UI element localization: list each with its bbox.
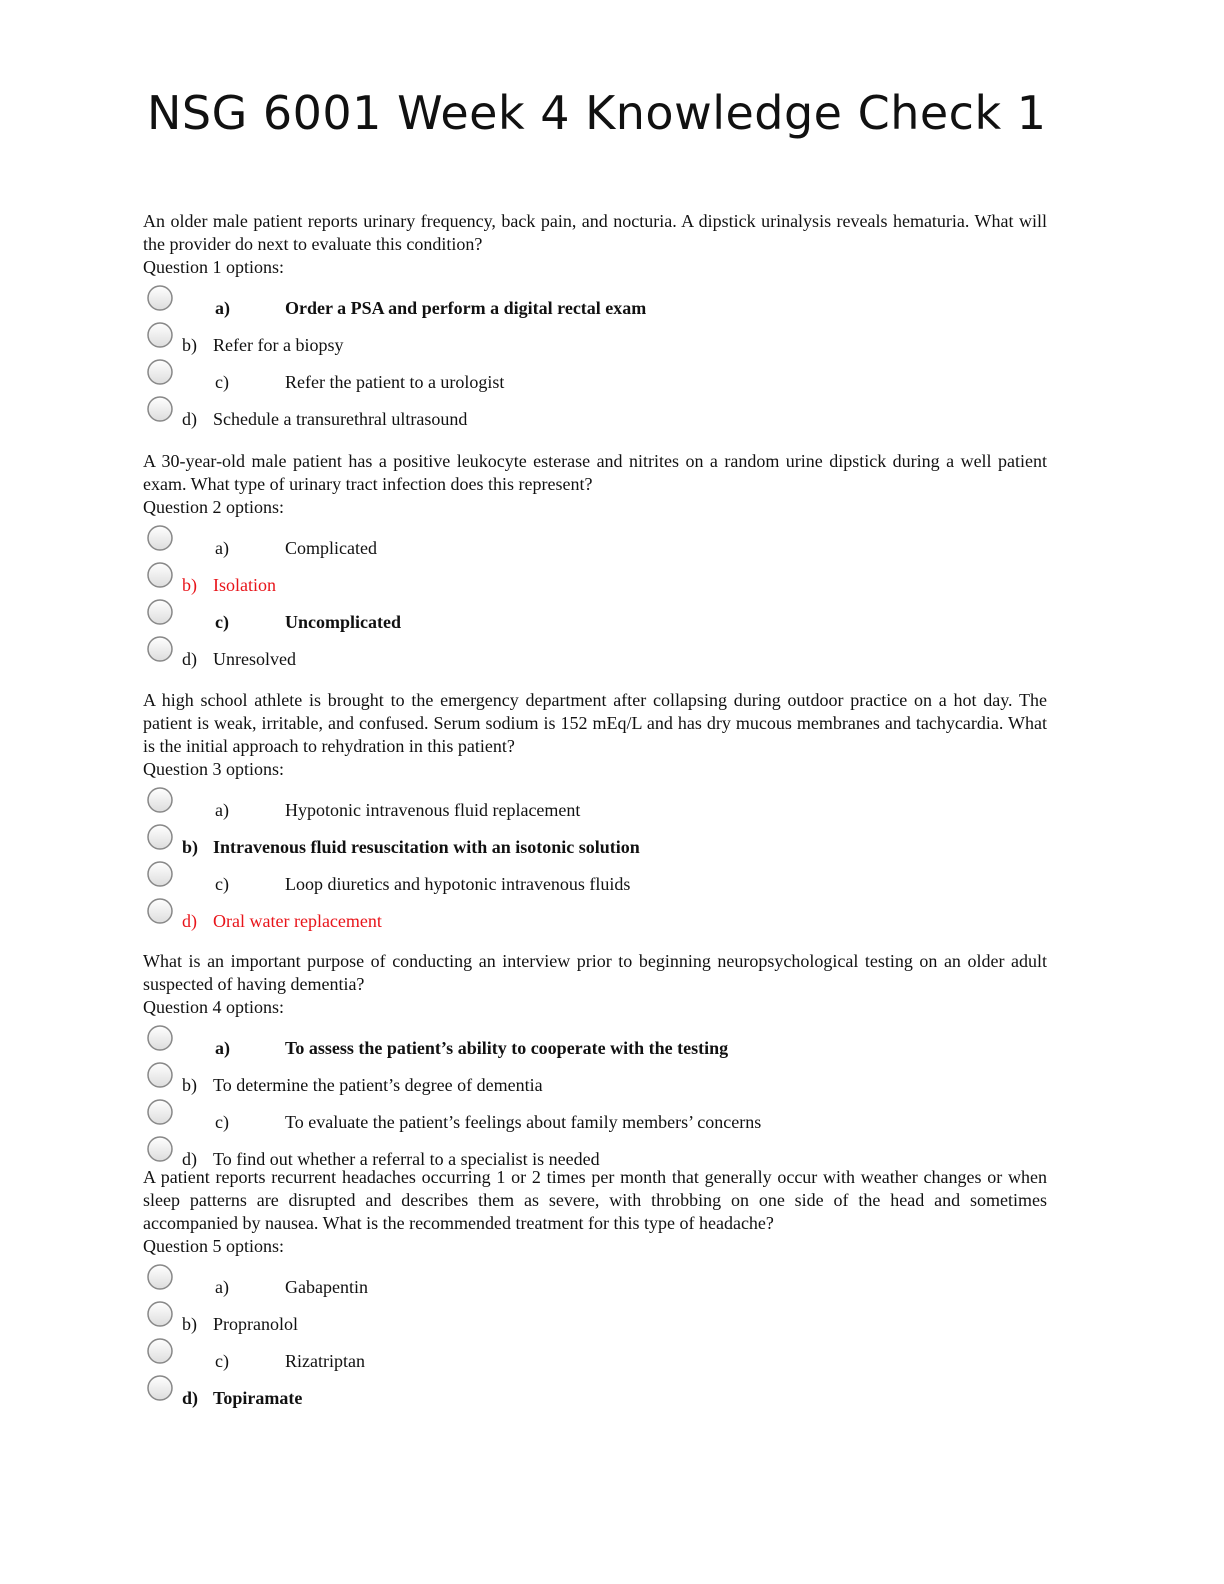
question: A 30-year-old male patient has a positiv… (143, 450, 1047, 681)
radio-button[interactable] (146, 395, 174, 423)
option-text: Schedule a transurethral ultrasound (213, 409, 468, 429)
radio-button[interactable] (146, 598, 174, 626)
option: c) Uncomplicated (143, 599, 1047, 644)
radio-button[interactable] (146, 524, 174, 552)
option: b) To determine the patient’s degree of d… (143, 1062, 1047, 1107)
option: a) Complicated (143, 525, 1047, 570)
option: c) Refer the patient to a urologist (143, 359, 1047, 404)
radio-button[interactable] (146, 321, 174, 349)
option-text: Intravenous fluid resuscitation with an … (213, 837, 640, 857)
radio-button[interactable] (146, 358, 174, 386)
option-text: To find out whether a referral to a spec… (213, 1149, 600, 1169)
options-label: Question 3 options: (143, 759, 285, 779)
option: a) Hypotonic intravenous fluid replacemen… (143, 787, 1047, 832)
radio-button[interactable] (146, 561, 174, 589)
radio-button[interactable] (146, 1135, 174, 1163)
option-letter: b) (182, 1314, 197, 1334)
option-letter: d) (182, 1388, 199, 1408)
option: a) Order a PSA and perform a digital rect… (143, 285, 1047, 330)
option: d) Unresolved (143, 636, 1047, 681)
question: A high school athlete is brought to the … (143, 689, 1047, 943)
option: b) Isolation (143, 562, 1047, 607)
option-text: Loop diuretics and hypotonic intravenous… (285, 874, 631, 894)
radio-button[interactable] (146, 1337, 174, 1365)
option-text: Uncomplicated (285, 612, 401, 632)
radio-button[interactable] (146, 284, 174, 312)
radio-button[interactable] (146, 823, 174, 851)
option-text: Rizatriptan (285, 1351, 365, 1371)
question-text: An older male patient reports urinary fr… (143, 211, 1047, 254)
option-text: Complicated (285, 538, 377, 558)
radio-button[interactable] (146, 860, 174, 888)
option-text: To evaluate the patient’s feelings about… (285, 1112, 762, 1132)
question: A patient reports recurrent headaches oc… (143, 1166, 1047, 1420)
option-text: Isolation (213, 575, 276, 595)
option-letter: d) (182, 911, 197, 931)
option-text: Refer for a biopsy (213, 335, 344, 355)
option-text: To assess the patient’s ability to coope… (285, 1038, 729, 1058)
page-title: NSG 6001 Week 4 Knowledge Check 1 (147, 86, 1047, 140)
option-letter: b) (182, 575, 197, 595)
option-letter: a) (215, 1277, 229, 1297)
option: c) Loop diuretics and hypotonic intraveno… (143, 861, 1047, 906)
radio-button[interactable] (146, 786, 174, 814)
radio-button[interactable] (146, 1374, 174, 1402)
option: c) Rizatriptan (143, 1338, 1047, 1383)
question-text: A high school athlete is brought to the … (143, 690, 1047, 756)
option-letter: c) (215, 612, 229, 632)
option-letter: d) (182, 1149, 197, 1169)
option-text: Refer the patient to a urologist (285, 372, 505, 392)
question-text: What is an important purpose of conducti… (143, 951, 1047, 994)
option-text: Propranolol (213, 1314, 298, 1334)
options-label: Question 2 options: (143, 497, 285, 517)
radio-button[interactable] (146, 1024, 174, 1052)
option: d) Schedule a transurethral ultrasound (143, 396, 1047, 441)
options-label: Question 4 options: (143, 997, 285, 1017)
option-letter: c) (215, 372, 229, 392)
option-letter: b) (182, 837, 199, 857)
radio-button[interactable] (146, 1263, 174, 1291)
options-label: Question 1 options: (143, 257, 285, 277)
radio-button[interactable] (146, 1300, 174, 1328)
option-letter: a) (215, 298, 230, 318)
option-text: Hypotonic intravenous fluid replacement (285, 800, 581, 820)
option-text: To determine the patient’s degree of dem… (213, 1075, 543, 1095)
question: What is an important purpose of conducti… (143, 950, 1047, 1181)
option: d) To find out whether a referral to a sp… (143, 1136, 1047, 1181)
option-letter: a) (215, 1038, 230, 1058)
option-text: Topiramate (213, 1388, 303, 1408)
radio-button[interactable] (146, 1061, 174, 1089)
radio-button[interactable] (146, 635, 174, 663)
option: c) To evaluate the patient’s feelings abo… (143, 1099, 1047, 1144)
option-letter: c) (215, 1112, 229, 1132)
option-letter: d) (182, 649, 197, 669)
option: a) Gabapentin (143, 1264, 1047, 1309)
option: a) To assess the patient’s ability to coo… (143, 1025, 1047, 1070)
options-label: Question 5 options: (143, 1236, 285, 1256)
option-text: Oral water replacement (213, 911, 382, 931)
option: b) Propranolol (143, 1301, 1047, 1346)
option-letter: c) (215, 1351, 229, 1371)
option-letter: a) (215, 800, 229, 820)
option: d) Oral water replacement (143, 898, 1047, 943)
option-letter: d) (182, 409, 197, 429)
option: d) Topiramate (143, 1375, 1047, 1420)
question: An older male patient reports urinary fr… (143, 210, 1047, 441)
radio-button[interactable] (146, 1098, 174, 1126)
option-letter: b) (182, 1075, 197, 1095)
option-letter: b) (182, 335, 197, 355)
option-text: Unresolved (213, 649, 296, 669)
option-text: Gabapentin (285, 1277, 368, 1297)
option-letter: a) (215, 538, 229, 558)
option: b) Refer for a biopsy (143, 322, 1047, 367)
question-text: A 30-year-old male patient has a positiv… (143, 451, 1047, 494)
option: b) Intravenous fluid resuscitation with a… (143, 824, 1047, 869)
option-text: Order a PSA and perform a digital rectal… (285, 298, 647, 318)
radio-button[interactable] (146, 897, 174, 925)
option-letter: c) (215, 874, 229, 894)
question-text: A patient reports recurrent headaches oc… (143, 1167, 1047, 1233)
